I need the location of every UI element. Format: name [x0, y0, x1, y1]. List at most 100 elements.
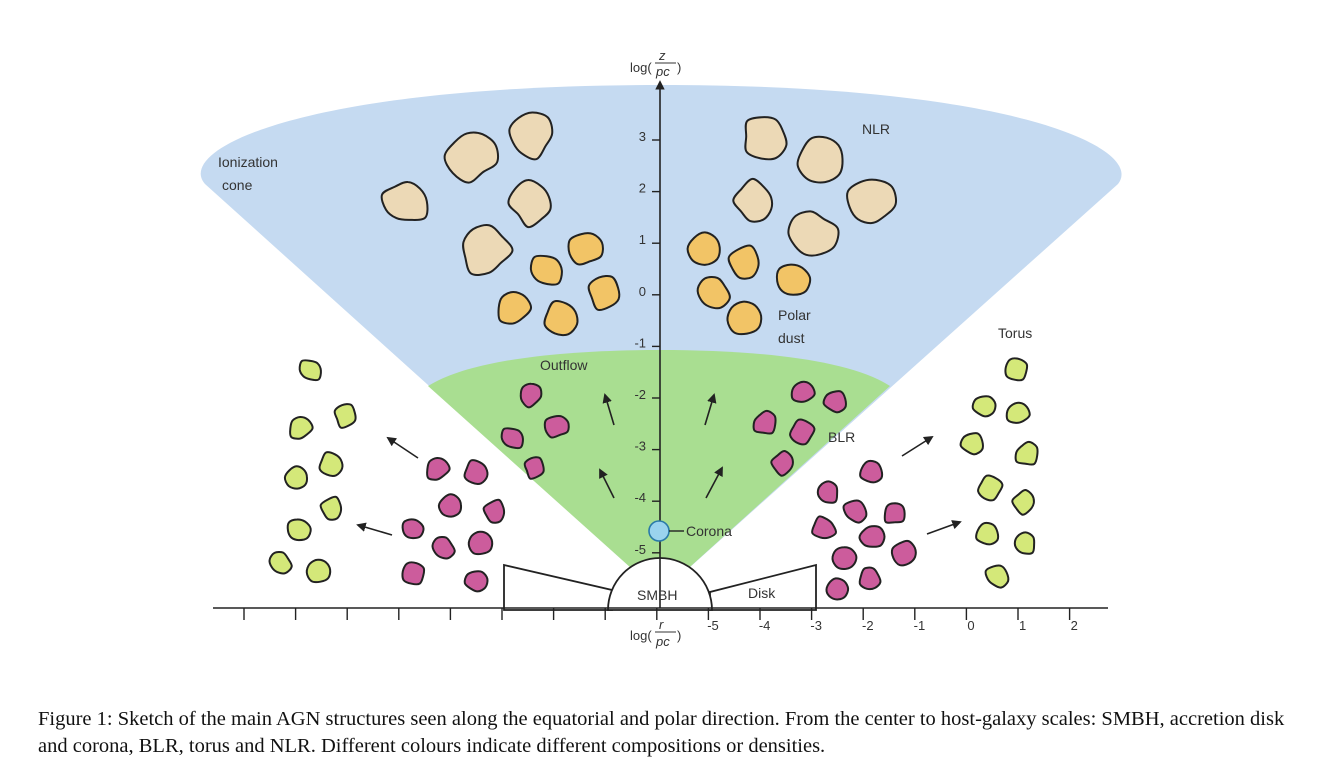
- torus-cloud: [289, 415, 314, 440]
- blr-cloud: [816, 480, 839, 504]
- x-tick-label: 0: [967, 618, 974, 633]
- torus-cloud: [1011, 489, 1035, 516]
- svg-text:pc: pc: [655, 634, 670, 649]
- y-tick-labels: 3 2 1 0 -1 -2 -3 -4 -5: [634, 129, 646, 557]
- x-tick-labels: -5 -4 -3 -2 -1 0 1 2: [707, 618, 1078, 633]
- blr-cloud: [519, 382, 543, 409]
- blr-cloud: [858, 525, 886, 548]
- blr-cloud: [883, 502, 906, 524]
- y-tick-label: 2: [639, 181, 646, 196]
- blr-cloud: [437, 493, 463, 518]
- smbh-label: SMBH: [637, 587, 677, 603]
- nlr-cloud: [744, 116, 788, 161]
- ionization-cone-label-line2: cone: [222, 177, 253, 193]
- blr-cloud: [858, 566, 882, 591]
- y-tick-label: -1: [634, 335, 646, 350]
- torus-cloud: [1014, 440, 1039, 466]
- torus-label: Torus: [998, 325, 1032, 341]
- y-tick-label: -4: [634, 490, 646, 505]
- y-tick-label: 3: [639, 129, 646, 144]
- svg-text:): ): [677, 628, 681, 643]
- blr-cloud: [431, 535, 456, 560]
- polar-dust-cloud: [775, 263, 812, 296]
- x-tick-label: -3: [810, 618, 822, 633]
- y-tick-label: -3: [634, 439, 646, 454]
- polar-dust-cloud: [727, 244, 760, 280]
- polar-dust-label-line2: dust: [778, 330, 805, 346]
- nlr-label: NLR: [862, 121, 890, 137]
- svg-text:z: z: [658, 48, 666, 63]
- disk-left: [503, 563, 613, 611]
- corona: [648, 520, 670, 542]
- torus-cloud: [283, 465, 309, 490]
- blr-clouds: [401, 380, 917, 601]
- polar-dust-cloud: [567, 232, 604, 266]
- x-axis-ticks: [243, 608, 1071, 620]
- blr-label: BLR: [828, 429, 855, 445]
- x-tick-label: -4: [759, 618, 771, 633]
- torus-cloud: [977, 474, 1004, 502]
- torus-cloud: [1013, 531, 1036, 555]
- blr-cloud: [825, 577, 850, 601]
- disk-label: Disk: [748, 585, 776, 601]
- y-tick-label: -2: [634, 387, 646, 402]
- ionization-cone-label-line1: Ionization: [218, 154, 278, 170]
- corona-label: Corona: [686, 523, 732, 539]
- nlr-cloud: [380, 180, 429, 221]
- svg-text:): ): [677, 60, 681, 75]
- agn-structure-diagram: 3 2 1 0 -1 -2 -3 -4 -5 -5 -4 -3 -2 -1 0 1 2 log( z pc )…: [200, 48, 1122, 649]
- blr-cloud: [543, 414, 570, 439]
- blr-cloud: [859, 459, 884, 484]
- polar-dust-clouds: [497, 231, 812, 337]
- svg-text:pc: pc: [655, 64, 670, 79]
- polar-dust-label-line1: Polar: [778, 307, 811, 323]
- x-tick-label: -2: [862, 618, 874, 633]
- blr-cloud: [463, 570, 489, 593]
- nlr-clouds: [380, 111, 898, 276]
- x-tick-label: -5: [707, 618, 719, 633]
- torus-cloud: [984, 564, 1010, 589]
- blr-cloud: [790, 380, 816, 403]
- nlr-cloud: [462, 224, 514, 276]
- y-tick-label: 0: [639, 284, 646, 299]
- y-axis-title: log( z pc ): [630, 48, 681, 79]
- torus-cloud: [305, 558, 332, 584]
- torus-clouds: [268, 357, 1039, 589]
- nlr-cloud: [796, 135, 844, 184]
- blr-cloud: [467, 530, 494, 556]
- polar-dust-cloud: [686, 231, 721, 266]
- blr-cloud: [811, 515, 838, 540]
- nlr-cloud: [508, 111, 554, 161]
- polar-dust-cloud: [726, 300, 763, 336]
- torus-cloud: [268, 550, 293, 575]
- blr-cloud: [401, 561, 426, 586]
- blr-cloud: [401, 518, 425, 540]
- blr-cloud: [482, 498, 506, 524]
- polar-dust-cloud: [696, 275, 731, 310]
- torus-cloud: [298, 359, 322, 382]
- nlr-cloud: [443, 131, 500, 184]
- torus-cloud: [318, 451, 344, 477]
- blr-cloud: [890, 539, 917, 567]
- blr-cloud: [831, 546, 858, 570]
- blr-cloud: [426, 456, 451, 481]
- blr-cloud: [789, 418, 816, 446]
- x-axis-title: log( r pc ): [630, 617, 681, 649]
- torus-cloud: [975, 521, 1000, 546]
- x-tick-label: -1: [914, 618, 926, 633]
- svg-text:r: r: [659, 617, 664, 632]
- polar-dust-cloud: [497, 291, 533, 325]
- blr-cloud: [822, 390, 847, 414]
- outflow-cone: [428, 350, 890, 594]
- y-tick-label: -5: [634, 542, 646, 557]
- blr-cloud: [770, 450, 794, 477]
- y-tick-label: 1: [639, 232, 646, 247]
- y-axis-ticks: [652, 139, 660, 554]
- blr-cloud: [752, 409, 777, 435]
- polar-dust-cloud: [543, 300, 579, 337]
- torus-cloud: [333, 403, 357, 429]
- torus-cloud: [286, 518, 312, 542]
- polar-dust-cloud: [529, 254, 563, 286]
- torus-cloud: [959, 432, 984, 456]
- outflow-label: Outflow: [540, 357, 588, 373]
